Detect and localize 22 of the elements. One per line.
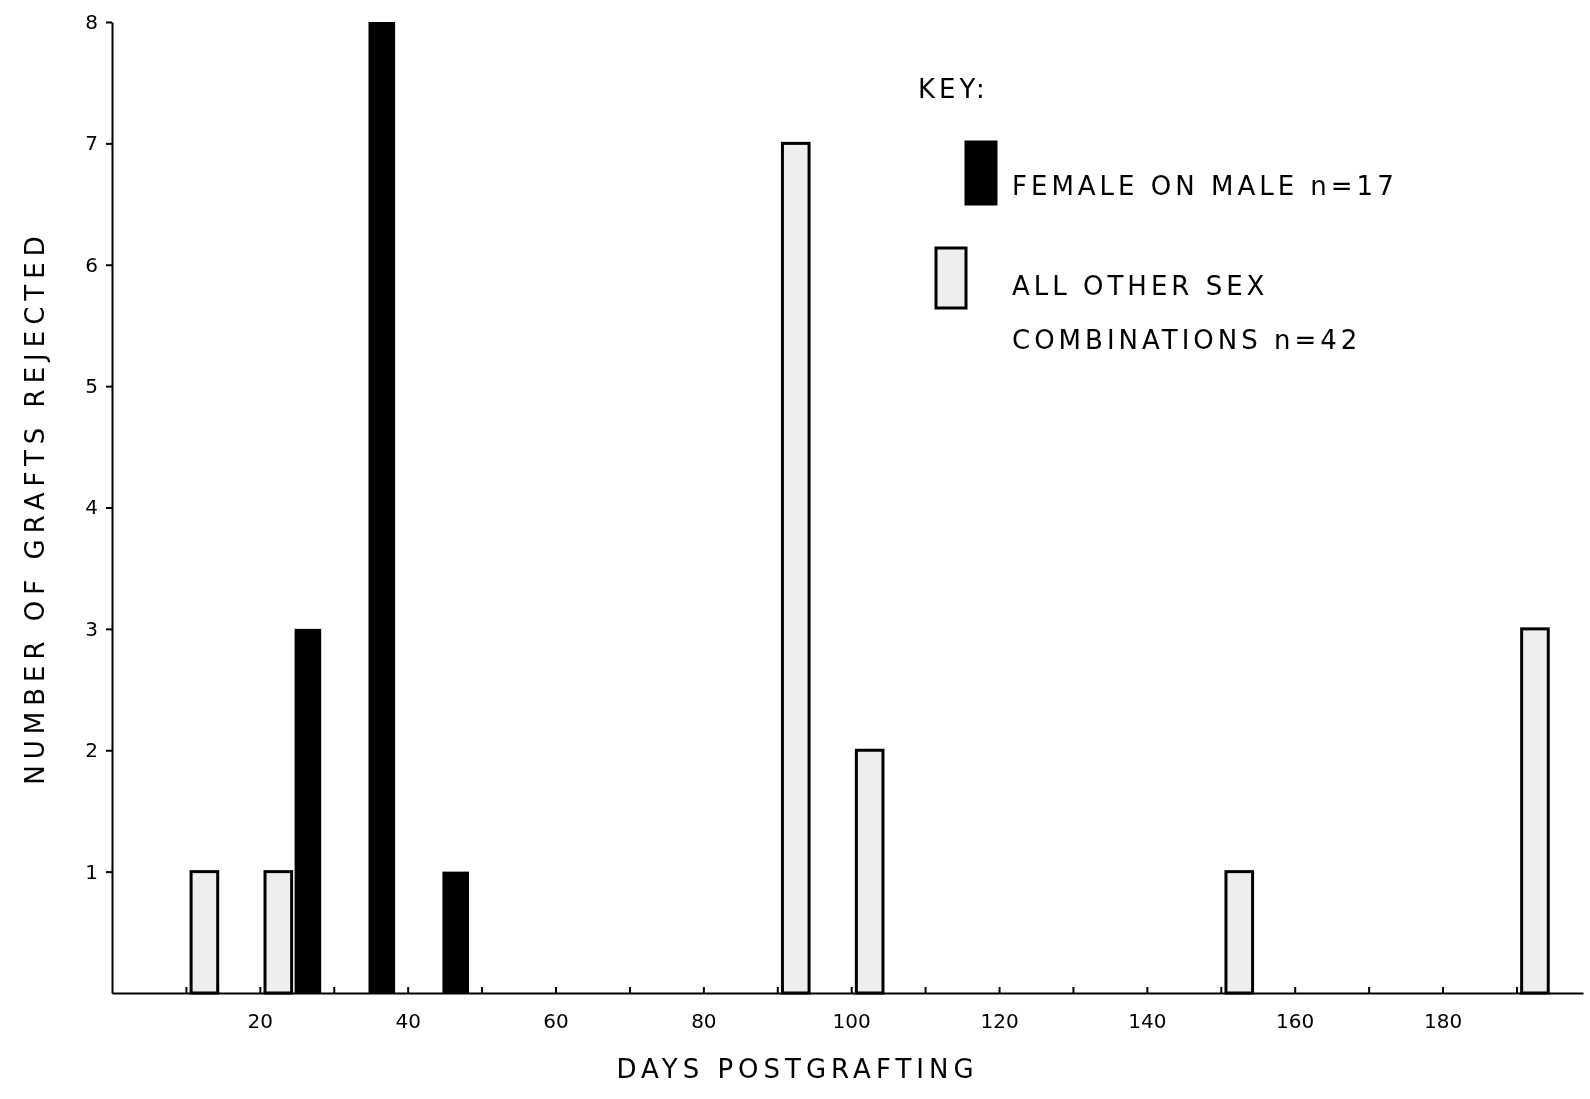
- x-tick-label: 100: [832, 1009, 871, 1033]
- y-tick-label: 2: [85, 738, 98, 763]
- x-tick-label: 40: [395, 1009, 421, 1033]
- y-tick-label: 7: [85, 131, 98, 156]
- y-tick-label: 5: [85, 374, 98, 399]
- legend-label: ALL OTHER SEX COMBINATIONS n=42: [1012, 271, 1362, 355]
- y-tick-label: 3: [85, 616, 98, 641]
- y-tick-label: 6: [85, 252, 98, 277]
- x-axis-title: DAYS POSTGRAFTING: [616, 1054, 979, 1084]
- x-tick-label: 80: [691, 1009, 717, 1033]
- x-tick-label: 20: [247, 1009, 274, 1033]
- x-tick-label: 120: [980, 1009, 1019, 1033]
- legend-label: FEMALE ON MALE n=17: [1012, 171, 1398, 201]
- x-tick-label: 60: [543, 1009, 569, 1033]
- y-axis-title: NUMBER OF GRAFTS REJECTED: [20, 230, 50, 785]
- x-tick-label: 180: [1423, 1009, 1463, 1033]
- legend-title: KEY:: [918, 74, 989, 104]
- y-tick-label: 4: [85, 495, 98, 520]
- x-tick-label: 140: [1128, 1009, 1167, 1033]
- y-tick-label: 1: [85, 859, 98, 884]
- y-tick-label: 8: [85, 9, 98, 34]
- x-tick-label: 160: [1276, 1009, 1315, 1033]
